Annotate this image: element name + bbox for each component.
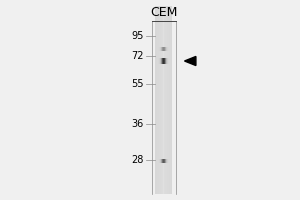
Bar bbox=[168, 6, 169, 194]
Bar bbox=[171, 6, 172, 194]
Bar bbox=[158, 6, 159, 194]
Bar bbox=[167, 6, 168, 194]
Bar bbox=[164, 6, 165, 194]
Bar bbox=[170, 6, 171, 194]
Text: 28: 28 bbox=[132, 155, 144, 165]
Text: 55: 55 bbox=[131, 79, 144, 89]
Bar bbox=[162, 6, 163, 194]
Bar bbox=[154, 6, 155, 194]
Bar bbox=[161, 6, 162, 194]
Bar bbox=[156, 6, 157, 194]
Bar bbox=[163, 6, 164, 194]
Text: 95: 95 bbox=[132, 31, 144, 41]
Text: 36: 36 bbox=[132, 119, 144, 129]
Bar bbox=[157, 6, 158, 194]
Bar bbox=[165, 6, 166, 194]
Bar bbox=[160, 6, 161, 194]
Bar bbox=[169, 6, 170, 194]
Bar bbox=[159, 6, 160, 194]
Text: CEM: CEM bbox=[150, 6, 177, 20]
Bar bbox=[154, 6, 172, 194]
Polygon shape bbox=[184, 56, 196, 66]
Text: 72: 72 bbox=[131, 51, 144, 61]
Bar bbox=[155, 6, 156, 194]
